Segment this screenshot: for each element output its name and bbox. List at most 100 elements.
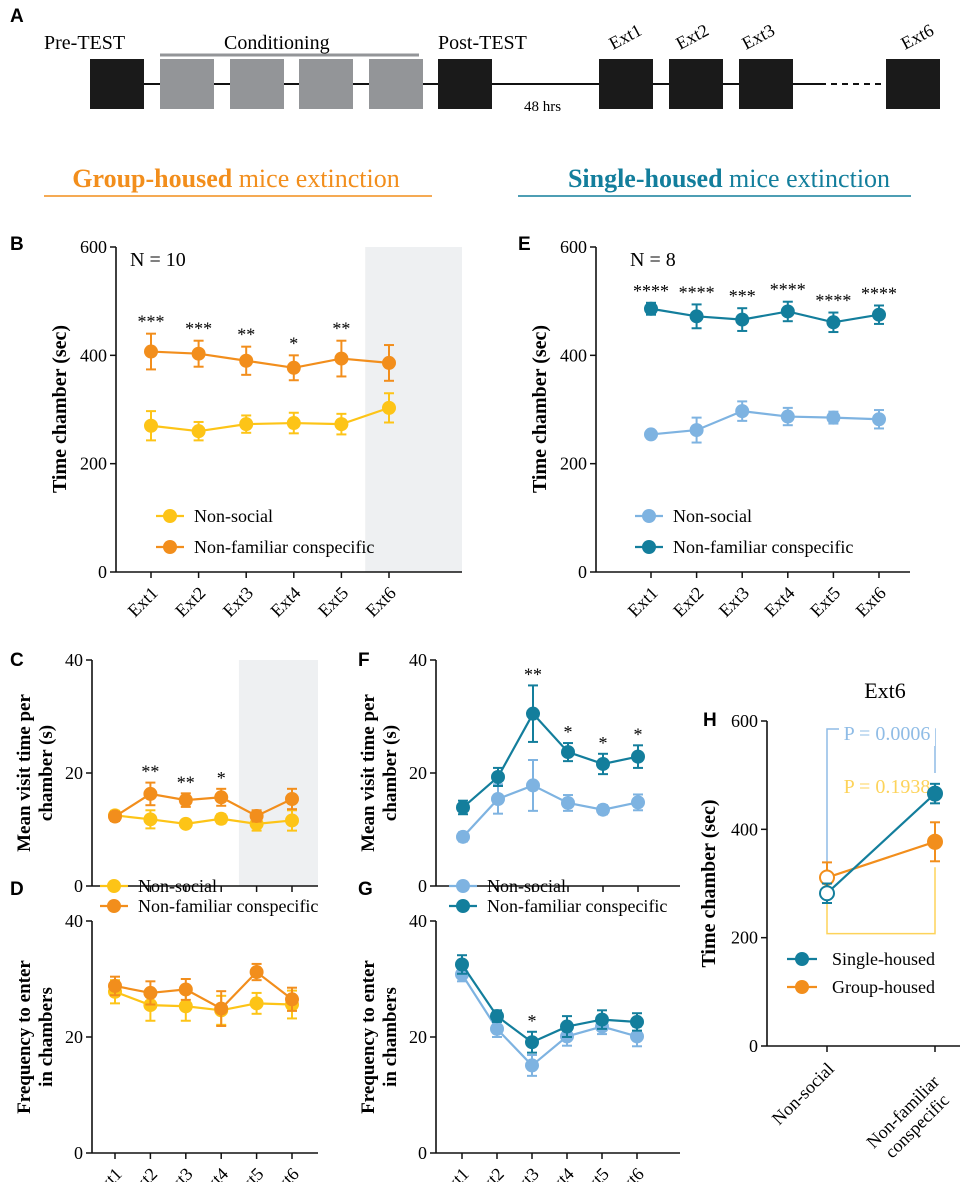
significance-stars: *** [185, 319, 212, 339]
legend-marker [456, 899, 470, 913]
series-line [462, 784, 639, 838]
legend-label: Non-social [673, 506, 752, 526]
x-tick-label: Ext4 [760, 583, 798, 621]
series-line [461, 963, 638, 1044]
data-point [249, 996, 264, 1011]
data-point [689, 309, 704, 324]
data-point [490, 1009, 504, 1024]
y-tick-label: 600 [80, 237, 107, 257]
legend-marker [795, 980, 809, 994]
data-point [144, 418, 158, 433]
data-point [178, 816, 193, 831]
y-tick-label: 200 [731, 928, 758, 948]
y-tick-label: 400 [80, 345, 107, 365]
chart-panel-e: 0 200 400 600 Ext1 Ext2 Ext3 Ext4 Ext5 Ext6 Time c… [529, 237, 910, 621]
legend-label: Group-housed [832, 977, 935, 997]
data-point [382, 355, 396, 370]
data-point [456, 800, 470, 815]
chart-panel-b: 0 200 400 600 Ext1 Ext2 Ext3 Ext4 Ext5 Ext6 Time c… [49, 237, 462, 621]
x-tick-label: Ext6 [362, 583, 400, 621]
data-point [286, 360, 301, 375]
significance-stars: * [564, 722, 573, 742]
legend-marker [642, 509, 656, 523]
data-point [108, 809, 122, 824]
x-tick-label: Ext2 [171, 583, 209, 621]
y-tick-label: 20 [65, 1027, 83, 1047]
y-tick-label: 600 [560, 237, 587, 257]
x-tick-label: Ext2 [123, 1164, 161, 1182]
y-tick-label: 40 [409, 650, 427, 670]
data-point [826, 410, 841, 425]
data-point [525, 1058, 539, 1073]
x-tick-label: Ext5 [806, 583, 844, 621]
data-point [872, 412, 886, 427]
series-line [650, 307, 880, 324]
ext6-block [886, 59, 940, 109]
x-tick-label: Ext2 [470, 1164, 508, 1182]
timeline-label-pretest: Pre-TEST [44, 32, 125, 54]
data-point [780, 409, 795, 424]
data-point [490, 1021, 504, 1036]
x-tick-label: Ext6 [610, 1164, 648, 1182]
y-tick-label: 20 [409, 1027, 427, 1047]
panel-letter-b: B [10, 234, 24, 255]
p-value-single: P = 0.0006 [844, 723, 931, 745]
y-axis-label: Time chamber (sec) [49, 325, 71, 493]
data-point [525, 1035, 539, 1050]
panel-letter-f: F [358, 650, 370, 671]
conditioning-block-2 [230, 59, 284, 109]
y-axis-label-line: Frequency to enter [358, 960, 379, 1114]
data-point [927, 833, 943, 850]
significance-stars: * [528, 1011, 537, 1031]
y-tick-label: 600 [731, 711, 758, 731]
data-point [561, 795, 575, 810]
data-point [560, 1019, 574, 1034]
y-axis-label: Time chamber (sec) [529, 325, 551, 493]
legend-label: Non-social [194, 506, 273, 526]
chart-panel-h: Ext6 0 200 400 600 Time chamber (sec) Non-soci… [698, 678, 960, 1162]
y-tick-label: 40 [65, 650, 83, 670]
data-point [214, 790, 229, 805]
data-point [178, 982, 193, 997]
y-tick-label: 20 [409, 763, 427, 783]
y-axis-label-line: in chambers [36, 987, 57, 1087]
data-point [178, 999, 193, 1014]
data-point [689, 423, 704, 438]
data-point [491, 769, 505, 784]
panel-letter-a: A [10, 6, 24, 27]
data-point [144, 344, 158, 359]
legend-marker [107, 879, 121, 893]
single-title-bold: Single-housed [568, 164, 723, 193]
timeline-label-conditioning: Conditioning [224, 32, 330, 54]
data-point [526, 706, 540, 721]
y-tick-label: 0 [749, 1036, 758, 1056]
y-axis-label: Time chamber (sec) [698, 799, 720, 967]
x-tick-label: Ext2 [669, 583, 707, 621]
significance-stars: ** [237, 325, 255, 345]
data-point [382, 400, 396, 415]
data-point [214, 1001, 229, 1016]
legend-marker [456, 879, 470, 893]
significance-stars: * [634, 724, 643, 744]
x-tick-label: Ext1 [124, 583, 162, 621]
y-axis-label: Frequency to enterin chambers [358, 960, 401, 1114]
p-value-group: P = 0.1938 [844, 776, 931, 798]
data-point [927, 785, 943, 802]
pretest-block [90, 59, 144, 109]
data-point [735, 312, 750, 327]
series-line [826, 792, 936, 895]
legend-label: Non-familiar conspecific [194, 537, 374, 557]
data-point [630, 1014, 644, 1029]
ext3-block [739, 59, 793, 109]
y-axis-label-line: in chambers [380, 987, 401, 1087]
data-point [630, 1029, 644, 1044]
series-line [826, 840, 936, 879]
series-line [650, 409, 880, 436]
panel-letter-c: C [10, 650, 24, 671]
y-tick-label: 400 [731, 819, 758, 839]
significance-stars: **** [861, 284, 897, 304]
significance-stars: ** [332, 319, 350, 339]
ext1-block [599, 59, 653, 109]
